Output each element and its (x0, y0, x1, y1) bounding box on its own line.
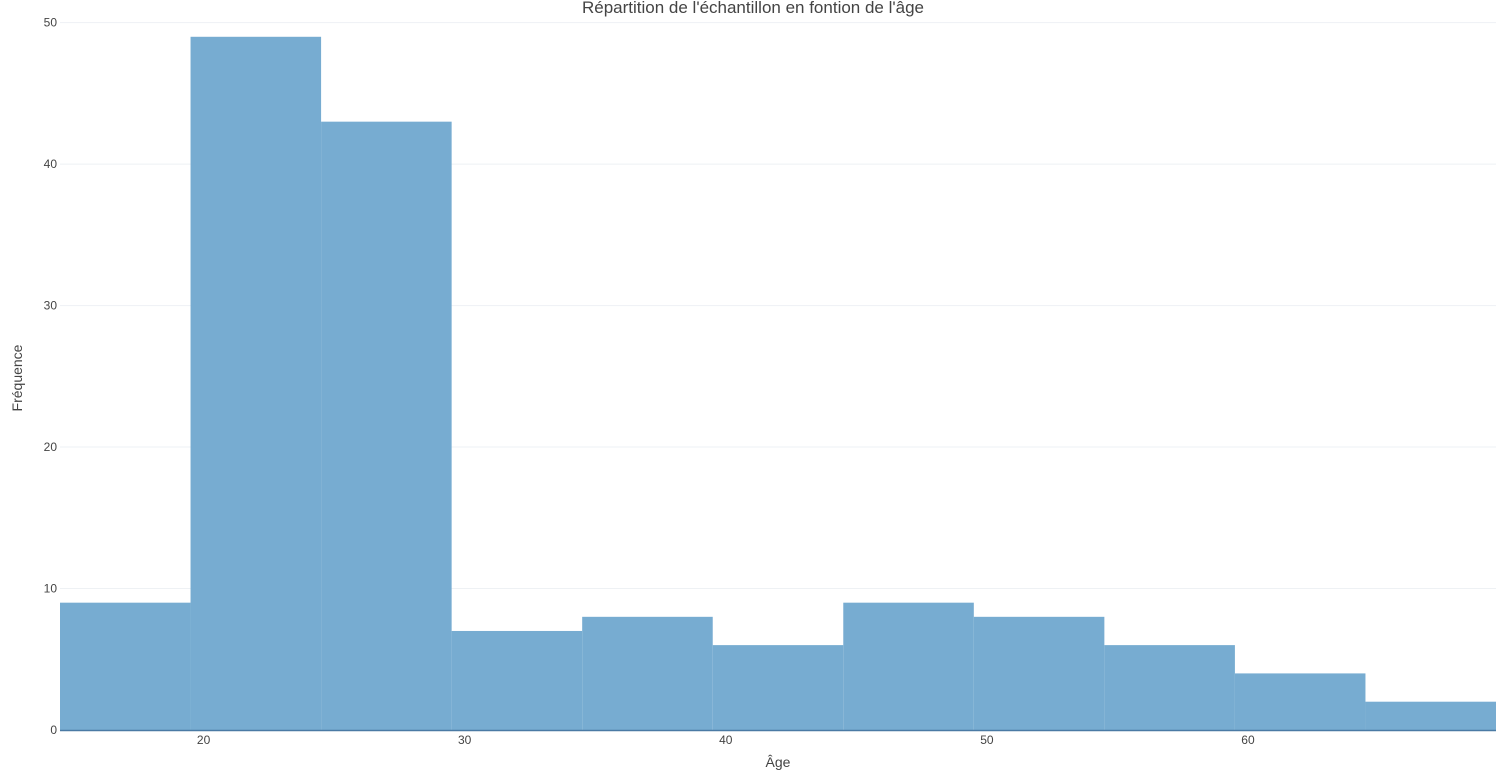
histogram-bar-3[interactable] (321, 121, 452, 730)
histogram-bar-5[interactable] (582, 616, 713, 730)
y-tick-label: 40 (44, 157, 58, 171)
y-tick-label: 30 (44, 299, 58, 313)
y-tick-label: 50 (44, 16, 58, 30)
histogram-bar-7[interactable] (843, 602, 974, 730)
histogram-bar-10[interactable] (1234, 673, 1366, 730)
histogram-bar-1[interactable] (60, 602, 191, 730)
x-tick-label: 30 (458, 733, 472, 747)
histogram-bar-6[interactable] (712, 645, 844, 730)
x-tick-label: 60 (1241, 733, 1255, 747)
y-axis-tick-labels: 0 10 20 30 40 50 (44, 16, 58, 737)
histogram-bar-4[interactable] (451, 630, 583, 730)
x-tick-label: 50 (980, 733, 994, 747)
chart-title: Répartition de l'échantillon en fontion … (582, 0, 924, 17)
histogram-bar-2[interactable] (190, 36, 322, 730)
x-axis-tick-labels: 20 30 40 50 60 (197, 733, 1255, 747)
y-tick-label: 20 (44, 440, 58, 454)
histogram-bar-8[interactable] (973, 616, 1105, 730)
x-tick-label: 40 (719, 733, 733, 747)
histogram-bar-11[interactable] (1365, 701, 1496, 730)
x-tick-label: 20 (197, 733, 211, 747)
y-tick-label: 0 (50, 723, 57, 737)
histogram-bar-9[interactable] (1104, 645, 1235, 730)
y-tick-label: 10 (44, 582, 58, 596)
bars (60, 36, 1496, 730)
x-axis-title: Âge (766, 754, 791, 770)
y-axis-title: Fréquence (9, 344, 25, 411)
